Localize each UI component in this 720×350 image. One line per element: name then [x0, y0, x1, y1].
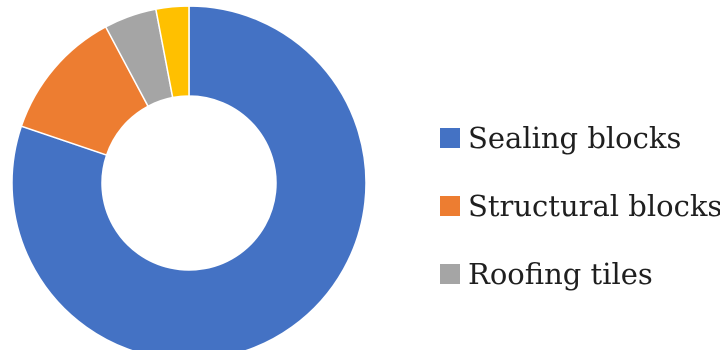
donut-slice-sealing-blocks [11, 5, 367, 350]
legend-item-sealing-blocks: Sealing blocks [440, 104, 720, 172]
legend-label-roofing-tiles: Roofing tiles [468, 256, 653, 291]
legend-label-sealing-blocks: Sealing blocks [468, 120, 682, 155]
donut-slice-slice-4 [154, 5, 190, 99]
legend-swatch-sealing-blocks [440, 128, 460, 148]
legend-swatch-structural-blocks [440, 196, 460, 216]
legend: Sealing blocks Structural blocks Roofing… [440, 104, 720, 308]
legend-swatch-roofing-tiles [440, 264, 460, 284]
legend-label-structural-blocks: Structural blocks [468, 188, 720, 223]
legend-item-structural-blocks: Structural blocks [440, 172, 720, 240]
legend-item-roofing-tiles: Roofing tiles [440, 240, 720, 308]
